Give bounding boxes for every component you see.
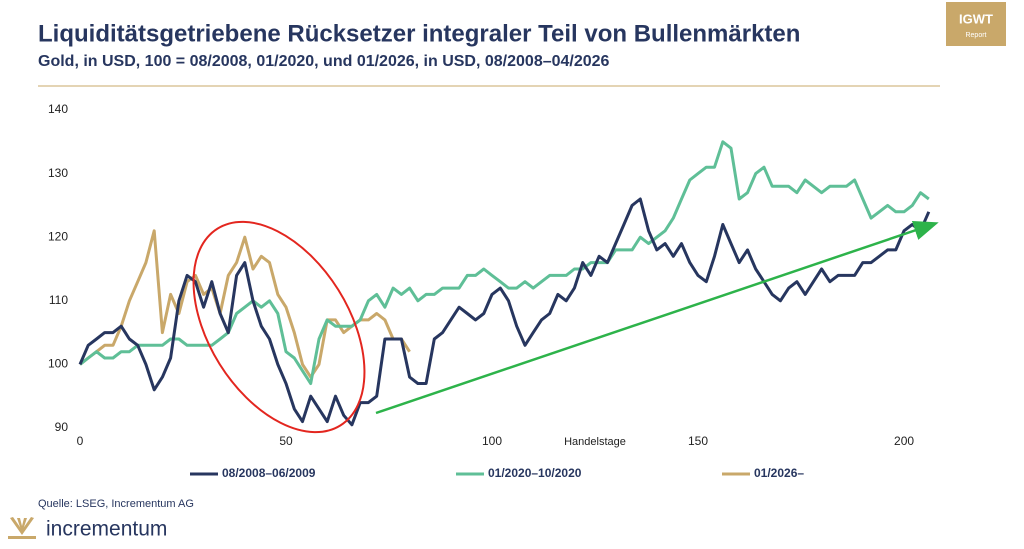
y-tick-label: 90 bbox=[55, 420, 69, 434]
legend-label: 01/2026– bbox=[754, 466, 804, 480]
x-tick-label: 100 bbox=[482, 434, 502, 448]
x-tick-label: 150 bbox=[688, 434, 708, 448]
chart-subtitle: Gold, in USD, 100 = 08/2008, 01/2020, un… bbox=[38, 53, 610, 70]
x-axis-label: Handelstage bbox=[564, 436, 626, 448]
trend-arrow bbox=[375, 220, 939, 415]
chart-title: Liquiditätsgetriebene Rücksetzer integra… bbox=[38, 20, 800, 47]
series-line bbox=[79, 229, 411, 379]
y-tick-label: 100 bbox=[48, 357, 68, 371]
badge-title: IGWT bbox=[959, 11, 993, 26]
source-note: Quelle: LSEG, Incrementum AG bbox=[38, 498, 194, 510]
badge-subtitle: Report bbox=[965, 32, 986, 39]
plot-area: 90 100 110 120 130 140 0 50 100 150 200 Handelstage bbox=[48, 102, 931, 448]
y-tick-label: 120 bbox=[48, 229, 68, 243]
legend-label: 08/2008–06/2009 bbox=[222, 466, 316, 480]
series-line bbox=[78, 197, 931, 427]
series-line bbox=[79, 140, 930, 385]
badge-box bbox=[946, 2, 1006, 46]
logo-icon bbox=[8, 517, 36, 539]
highlight-ellipse bbox=[192, 220, 366, 434]
x-tick-label: 50 bbox=[279, 434, 293, 448]
y-tick-label: 130 bbox=[48, 166, 68, 180]
y-tick-label: 140 bbox=[48, 102, 68, 116]
y-tick-label: 110 bbox=[49, 293, 68, 307]
legend: 08/2008–06/2009 01/2020–10/2020 01/2026– bbox=[190, 466, 804, 480]
legend-label: 01/2020–10/2020 bbox=[488, 466, 582, 480]
x-tick-label: 200 bbox=[894, 434, 914, 448]
x-tick-label: 0 bbox=[77, 434, 84, 448]
logo-text: incrementum bbox=[46, 518, 167, 541]
